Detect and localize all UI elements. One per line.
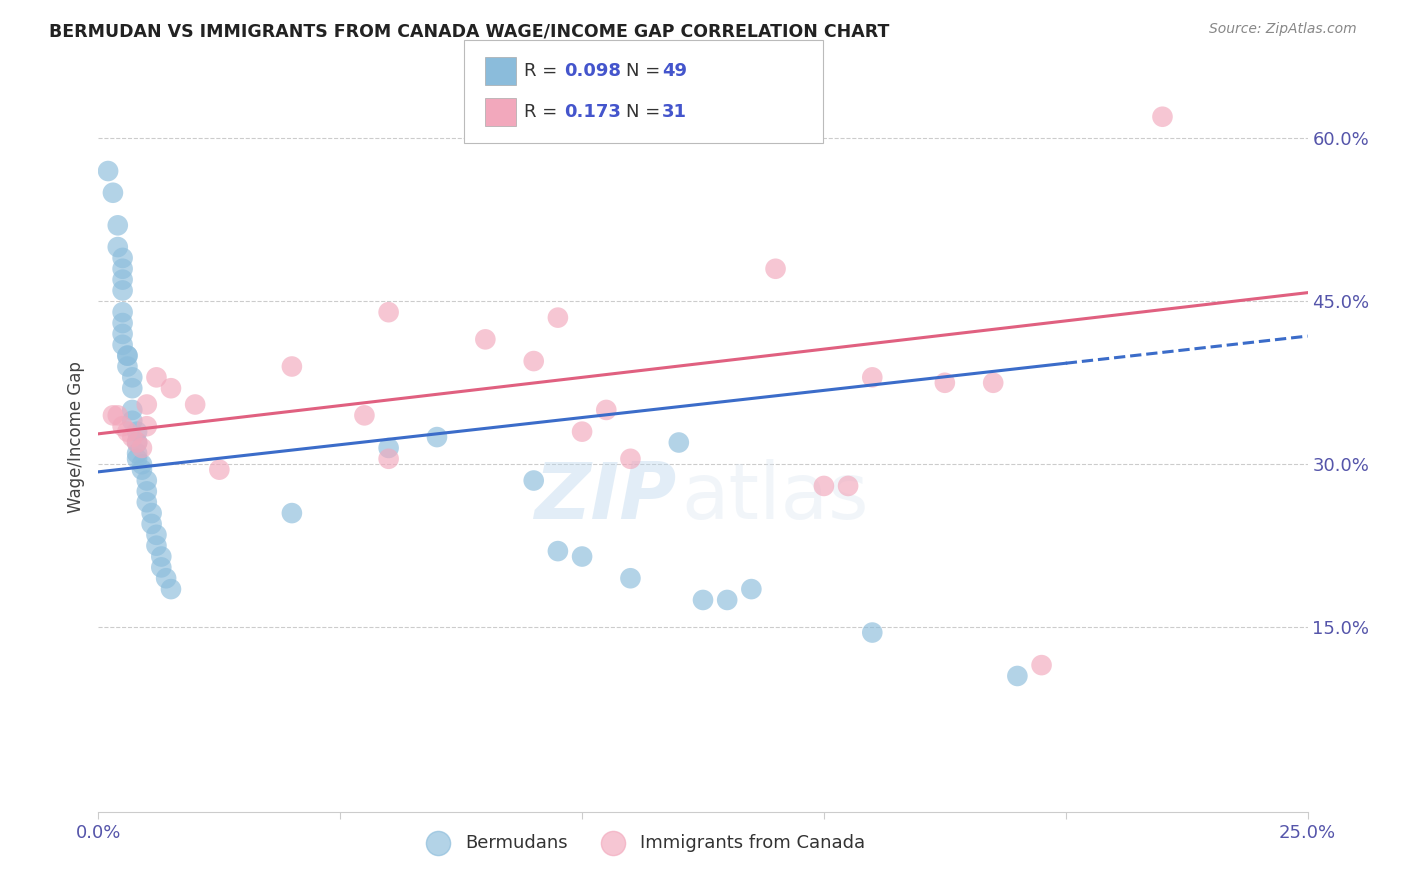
Point [127,435,149,450]
Point [377,441,399,455]
Point [121,381,143,395]
Point [860,625,883,640]
Point [107,409,129,423]
Point [813,479,835,493]
Point [121,370,143,384]
Point [619,451,641,466]
Point [377,305,399,319]
Text: 31: 31 [662,103,688,121]
Text: 0.173: 0.173 [564,103,620,121]
Point [135,474,157,488]
Point [135,397,157,411]
Point [837,479,859,493]
Point [127,425,149,439]
Point [740,582,762,596]
Text: ZIP: ZIP [534,459,676,535]
Point [111,284,134,298]
Point [1152,110,1174,124]
Point [184,397,207,411]
Point [101,409,124,423]
Point [111,338,134,352]
Point [547,310,569,325]
Point [765,261,787,276]
Point [595,403,617,417]
Point [1007,669,1029,683]
Point [668,435,690,450]
Point [131,457,153,471]
Point [571,425,593,439]
Point [127,451,149,466]
Point [474,332,496,346]
Point [155,571,177,585]
Point [97,164,120,178]
Point [111,272,134,286]
Point [208,463,231,477]
Point [145,539,167,553]
Point [117,359,139,374]
Point [135,484,157,499]
Point [150,560,173,574]
Point [131,441,153,455]
Text: 0.098: 0.098 [564,62,621,79]
Legend: Bermudans, Immigrants from Canada: Bermudans, Immigrants from Canada [413,827,872,859]
Point [716,593,738,607]
Point [353,409,375,423]
Point [860,370,883,384]
Point [160,582,183,596]
Point [1031,658,1053,673]
Point [523,474,546,488]
Point [145,528,167,542]
Point [523,354,546,368]
Point [135,495,157,509]
Text: N =: N = [626,103,665,121]
Point [111,316,134,330]
Text: atlas: atlas [682,459,869,535]
Point [111,326,134,341]
Text: R =: R = [524,103,564,121]
Point [160,381,183,395]
Text: BERMUDAN VS IMMIGRANTS FROM CANADA WAGE/INCOME GAP CORRELATION CHART: BERMUDAN VS IMMIGRANTS FROM CANADA WAGE/… [49,22,890,40]
Text: Source: ZipAtlas.com: Source: ZipAtlas.com [1209,22,1357,37]
Point [692,593,714,607]
Point [141,506,163,520]
Point [111,251,134,265]
Point [117,425,139,439]
Point [150,549,173,564]
Point [127,435,149,450]
Text: N =: N = [626,62,665,79]
Text: 49: 49 [662,62,688,79]
Point [135,419,157,434]
Point [145,370,167,384]
Point [981,376,1004,390]
Point [117,349,139,363]
Point [117,349,139,363]
Point [107,219,129,233]
Text: R =: R = [524,62,564,79]
Point [111,419,134,434]
Point [547,544,569,558]
Point [121,414,143,428]
Point [111,305,134,319]
Point [571,549,593,564]
Y-axis label: Wage/Income Gap: Wage/Income Gap [66,361,84,513]
Point [377,451,399,466]
Point [281,506,304,520]
Point [111,261,134,276]
Point [101,186,124,200]
Point [426,430,449,444]
Point [121,430,143,444]
Point [619,571,641,585]
Point [107,240,129,254]
Point [131,463,153,477]
Point [141,516,163,531]
Point [121,403,143,417]
Point [127,446,149,460]
Point [934,376,956,390]
Point [281,359,304,374]
